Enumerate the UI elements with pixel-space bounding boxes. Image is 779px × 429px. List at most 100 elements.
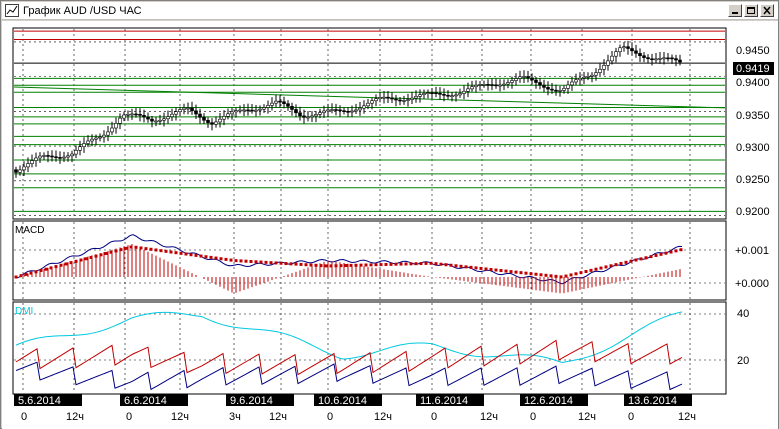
candle-body — [262, 107, 266, 110]
macd-label: MACD — [15, 225, 44, 236]
candle-body — [374, 98, 378, 102]
candle-body — [298, 112, 302, 117]
candle-body — [30, 160, 34, 164]
candle-body — [578, 77, 582, 81]
macd-signal-dot — [444, 263, 448, 267]
candle-body — [114, 123, 118, 129]
macd-signal-dot — [179, 251, 183, 255]
macd-signal-dot — [674, 249, 678, 253]
close-button[interactable] — [760, 4, 774, 17]
date-axis: 5.6.2014 6.6.2014 9.6.2014 10.6.2014 11.6.20… — [14, 394, 696, 423]
macd-signal-dot — [464, 265, 468, 269]
date-label: 6.6.2014 — [124, 395, 167, 407]
macd-signal-dot — [529, 272, 533, 276]
title-bar[interactable]: График AUD /USD ЧАС — [2, 2, 778, 20]
candle-body — [250, 109, 254, 112]
macd-signal-dot — [29, 271, 33, 275]
candle-body — [490, 84, 494, 86]
candle-body — [382, 96, 386, 99]
candle-body — [610, 55, 614, 62]
price-tick: 0.9250 — [736, 174, 770, 186]
hour-label: 12ч — [374, 411, 392, 423]
minimize-button[interactable] — [728, 4, 742, 17]
macd-line — [15, 234, 683, 285]
macd-signal-dot — [229, 258, 233, 262]
macd-signal-dot — [224, 257, 228, 261]
candle-body — [230, 111, 234, 115]
candle-body — [38, 155, 42, 159]
macd-signal-dot — [584, 270, 588, 273]
macd-signal-dot — [384, 262, 388, 266]
macd-signal-dot — [199, 254, 203, 258]
macd-signal-dot — [234, 259, 238, 263]
chart-icon — [5, 4, 19, 17]
candle-body — [514, 78, 518, 81]
candle-body — [606, 60, 610, 66]
candle-body — [618, 47, 622, 53]
candle-body — [678, 59, 682, 63]
candle-body — [394, 98, 398, 101]
macd-signal-dot — [69, 261, 73, 265]
candle-body — [654, 58, 658, 61]
macd-tick: +0.000 — [735, 278, 769, 290]
hour-label: 12ч — [480, 411, 498, 423]
macd-signal-dot — [324, 264, 328, 268]
candle-body — [22, 166, 26, 171]
candle-body — [106, 131, 110, 136]
candle-body — [66, 155, 70, 158]
candle-body — [354, 109, 358, 112]
macd-signal-dot — [359, 263, 363, 267]
macd-signal-dot — [149, 247, 153, 251]
macd-signal-dot — [159, 249, 163, 253]
macd-signal-dot — [19, 274, 23, 278]
hour-label: 12ч — [171, 411, 189, 423]
candle-body — [302, 115, 306, 118]
macd-signal-dot — [544, 273, 548, 277]
macd-signal-dot — [349, 263, 353, 267]
candle-body — [50, 155, 54, 158]
chart-canvas[interactable]: 0.9450 0.9400 0.9350 0.9300 0.9250 0.920… — [2, 21, 778, 429]
macd-signal-dot — [659, 252, 663, 256]
candle-body — [130, 113, 134, 116]
date-label-bg — [314, 394, 382, 406]
macd-signal-dot — [484, 267, 488, 271]
candle-body — [186, 107, 190, 110]
date-label: 10.6.2014 — [318, 395, 367, 407]
candle-body — [310, 115, 314, 118]
macd-signal-dot — [574, 272, 578, 276]
candle-body — [14, 169, 18, 173]
candle-body — [194, 110, 198, 115]
candle-body — [510, 80, 514, 83]
macd-signal-dot — [394, 262, 398, 266]
macd-signal-dot — [34, 270, 38, 274]
candle-body — [434, 92, 438, 94]
macd-signal-dot — [314, 263, 318, 267]
hour-label: 3ч — [229, 411, 241, 423]
hour-label: 12ч — [678, 411, 696, 423]
macd-signal-dot — [39, 268, 43, 272]
macd-signal-dot — [624, 260, 628, 264]
macd-signal-dot — [589, 268, 593, 272]
candle-body — [282, 101, 286, 104]
macd-signal-dot — [104, 252, 108, 256]
dmi-series — [15, 311, 683, 391]
date-label-bg — [520, 394, 588, 406]
macd-signal-dot — [174, 251, 178, 255]
macd-signal-dot — [409, 262, 413, 266]
date-label: 12.6.2014 — [524, 395, 573, 407]
dmi-tick: 40 — [737, 308, 749, 320]
candle-body — [562, 88, 566, 91]
macd-signal-dot — [304, 263, 308, 267]
macd-signal-dot — [344, 264, 348, 268]
macd-signal-dot — [74, 259, 78, 263]
candle-body — [146, 116, 150, 120]
macd-signal-dot — [639, 257, 643, 261]
macd-signal-dot — [549, 274, 553, 278]
macd-signal-dot — [369, 263, 373, 267]
candle-body — [554, 89, 558, 92]
maximize-button[interactable] — [744, 4, 758, 17]
candle-body — [226, 113, 230, 117]
macd-signal-dot — [294, 262, 298, 266]
macd-signal-dot — [479, 266, 483, 270]
price-tick: 0.9400 — [736, 77, 770, 89]
